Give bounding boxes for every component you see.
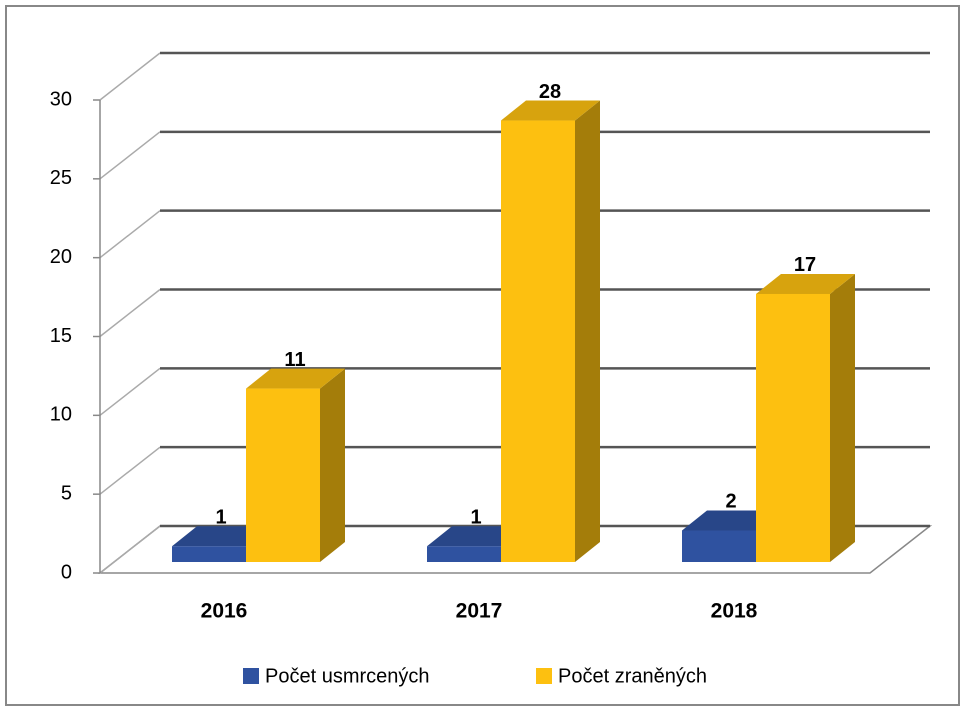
side-grid-line [99, 367, 161, 416]
legend-label: Počet usmrcených [265, 665, 430, 687]
y-tick-label: 5 [61, 482, 72, 504]
data-label: 1 [215, 507, 226, 529]
y-tick-label: 30 [50, 88, 72, 110]
data-label: 2 [725, 491, 736, 513]
data-label: 1 [470, 507, 481, 529]
bar-top [246, 368, 345, 389]
bar-top [501, 100, 600, 121]
y-tick-label: 20 [50, 246, 72, 268]
y-tick-label: 15 [50, 325, 72, 347]
side-grid-line [99, 288, 161, 338]
bar-side [320, 368, 345, 562]
bar-side [830, 273, 855, 562]
bar [427, 546, 501, 562]
x-tick-label: 2018 [711, 600, 758, 623]
bar [756, 293, 830, 562]
y-tick-label: 0 [61, 561, 72, 583]
y-tick-label: 10 [50, 404, 72, 426]
bar [682, 530, 756, 562]
bar-side [575, 100, 600, 563]
side-grid-line [99, 525, 161, 574]
side-grid-line [99, 131, 161, 180]
side-grid-line [99, 446, 161, 495]
legend-swatch [536, 668, 552, 684]
legend-label: Počet zraněných [558, 665, 707, 687]
bar [501, 120, 575, 563]
bar [246, 388, 320, 562]
legend-swatch [243, 668, 259, 684]
side-grid-line [99, 210, 161, 259]
data-label: 28 [539, 81, 561, 103]
side-grid-line [99, 52, 161, 101]
x-tick-label: 2016 [201, 600, 248, 623]
x-tick-label: 2017 [456, 600, 503, 623]
bar-top [756, 273, 855, 294]
data-label: 17 [794, 254, 816, 276]
y-tick-label: 25 [50, 167, 72, 189]
data-label: 11 [284, 349, 305, 371]
bar [172, 546, 246, 562]
